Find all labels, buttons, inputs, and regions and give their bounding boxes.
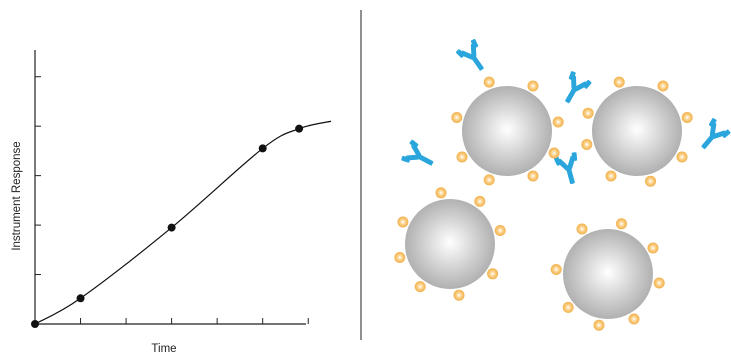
ligand-dot-24: [576, 223, 588, 235]
ligand-dots: [394, 76, 693, 331]
data-point-2: [167, 223, 176, 232]
ligand-dot-28: [628, 313, 640, 325]
binding-diagram: [394, 37, 731, 331]
ligand-dot-12: [645, 175, 656, 187]
data-points: [31, 124, 304, 328]
data-point-4: [295, 124, 304, 133]
antibody-5: [693, 117, 731, 156]
ligand-dot-15: [582, 107, 594, 119]
ligand-dot-11: [676, 151, 688, 163]
ligand-dot-13: [605, 170, 617, 182]
ligand-dot-10: [681, 112, 693, 123]
ligand-dot-9: [657, 80, 669, 92]
bead-2: [592, 86, 682, 176]
ligand-dot-8: [613, 76, 625, 88]
ligand-dot-21: [414, 281, 426, 293]
ligand-dot-3: [548, 147, 560, 159]
ligand-dot-29: [593, 319, 605, 331]
bead-1: [462, 86, 552, 176]
ligand-dot-6: [456, 151, 468, 163]
ligand-dot-16: [435, 187, 447, 199]
ligand-dot-0: [483, 76, 495, 88]
ligand-dot-23: [397, 216, 409, 228]
response-curve: [34, 120, 332, 325]
data-point-0: [31, 320, 39, 328]
x-ticks: [34, 318, 309, 324]
ligand-dot-27: [653, 277, 665, 289]
ligand-dot-18: [494, 225, 506, 236]
ligand-dot-4: [527, 170, 539, 182]
response-chart: Time Instrument Response: [11, 50, 332, 355]
ligand-dot-2: [552, 116, 564, 128]
y-ticks: [35, 76, 41, 325]
ligand-dot-25: [616, 218, 627, 230]
bead-4: [563, 229, 653, 319]
data-point-3: [258, 144, 267, 153]
ligand-dot-7: [451, 112, 463, 123]
ligand-dot-26: [647, 242, 659, 254]
antibody-3: [400, 138, 439, 175]
antibody-2: [556, 70, 593, 109]
ligand-dot-19: [487, 268, 499, 280]
antibody-1: [455, 37, 492, 77]
ligand-dot-5: [483, 174, 495, 186]
data-point-1: [76, 294, 85, 303]
bead-3: [405, 199, 495, 289]
ligand-dot-14: [581, 139, 593, 150]
x-axis-label: Time: [151, 343, 176, 355]
ligand-dot-30: [562, 301, 574, 313]
ligand-dot-20: [453, 289, 465, 301]
ligand-dot-17: [474, 195, 486, 207]
ligand-dot-1: [527, 80, 539, 92]
y-axis-label: Instrument Response: [11, 141, 23, 250]
ligand-dot-31: [550, 264, 562, 275]
ligand-dot-22: [394, 252, 406, 263]
